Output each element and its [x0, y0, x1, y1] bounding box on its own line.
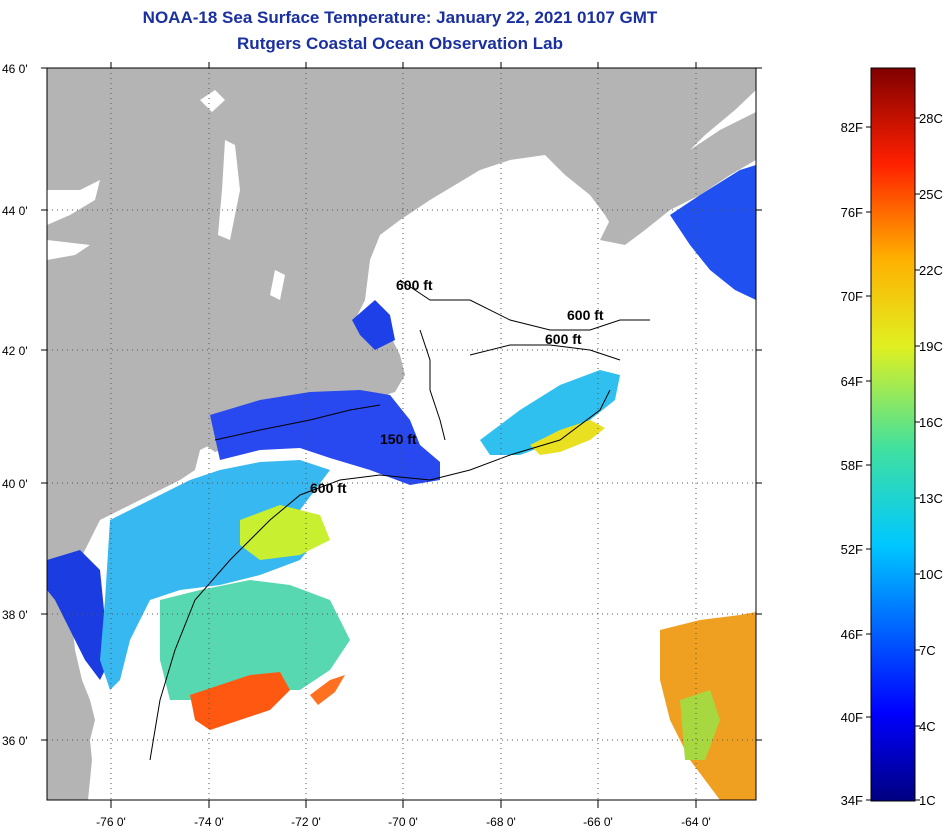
- lat-tick-label: 40 0': [2, 477, 28, 491]
- lat-tick-label: 42 0': [2, 344, 28, 358]
- isobath-label: 600 ft: [545, 331, 582, 347]
- map-border: [46, 67, 757, 801]
- lat-tick-label: 44 0': [2, 204, 28, 218]
- colorbar-f-label: 64F: [841, 374, 863, 389]
- sst-warm-offshore-green: [680, 690, 720, 760]
- colorbar-c-label: 25C: [919, 187, 943, 202]
- sst-cold-chesapeake: [47, 550, 110, 680]
- colorbar-f-label: 52F: [841, 542, 863, 557]
- axis-ticks: [41, 62, 762, 808]
- lon-tick-label: -70 0': [388, 815, 418, 829]
- colorbar-c-label: 13C: [919, 491, 943, 506]
- sst-cold-gulf-of-maine: [352, 300, 395, 350]
- lon-tick-label: -74 0': [194, 815, 224, 829]
- colorbar-c-label: 28C: [919, 111, 943, 126]
- isobath-label: 600 ft: [310, 480, 347, 496]
- lat-tick-label: 38 0': [2, 608, 28, 622]
- colorbar-f-label: 40F: [841, 710, 863, 725]
- sst-georges-warm: [530, 420, 605, 455]
- colorbar-f-label: 70F: [841, 289, 863, 304]
- lon-tick-label: -76 0': [96, 815, 126, 829]
- lon-tick-label: -68 0': [486, 815, 516, 829]
- sst-gulf-stream-core: [190, 672, 290, 730]
- map-subtitle: Rutgers Coastal Ocean Observation Lab: [237, 34, 563, 53]
- lat-tick-label: 36 0': [2, 734, 28, 748]
- colorbar-c-label: 22C: [919, 263, 943, 278]
- latlon-grid: [47, 68, 756, 800]
- colorbar-f-label: 34F: [841, 793, 863, 808]
- inland-lakes: [47, 90, 285, 300]
- isobath-contours: [149, 279, 650, 761]
- colorbar-c-label: 1C: [919, 793, 936, 808]
- colorbar-ticks: [866, 117, 920, 801]
- lat-tick-label: 46 0': [2, 62, 28, 76]
- sst-georges-bank: [480, 370, 620, 455]
- land-mainland: [47, 68, 756, 800]
- lon-tick-label: -66 0': [583, 815, 613, 829]
- colorbar-c-label: 16C: [919, 415, 943, 430]
- colorbar-f-label: 76F: [841, 205, 863, 220]
- colorbar-c-label: 4C: [919, 719, 936, 734]
- land-nova-scotia: [600, 112, 756, 245]
- colorbar-c-label: 7C: [919, 643, 936, 658]
- isobath-label: 150 ft: [380, 431, 417, 447]
- colorbar-c-label: 10C: [919, 567, 943, 582]
- colorbar-c-label: 19C: [919, 339, 943, 354]
- isobath-label: 600 ft: [396, 277, 433, 293]
- lon-tick-label: -72 0': [291, 815, 321, 829]
- colorbar: [870, 67, 916, 802]
- colorbar-f-label: 46F: [841, 627, 863, 642]
- lon-tick-label: -64 0': [681, 815, 711, 829]
- colorbar-f-label: 82F: [841, 120, 863, 135]
- map-title: NOAA-18 Sea Surface Temperature: January…: [142, 8, 658, 27]
- sst-gulf-stream-filament: [310, 675, 345, 705]
- sst-cold-shelf-water: [210, 390, 440, 485]
- sst-slope-water: [160, 580, 350, 700]
- sst-cold-scotian-shelf: [670, 165, 756, 300]
- sst-warmish-band: [240, 505, 330, 560]
- colorbar-f-label: 58F: [841, 458, 863, 473]
- isobath-label: 600 ft: [567, 307, 604, 323]
